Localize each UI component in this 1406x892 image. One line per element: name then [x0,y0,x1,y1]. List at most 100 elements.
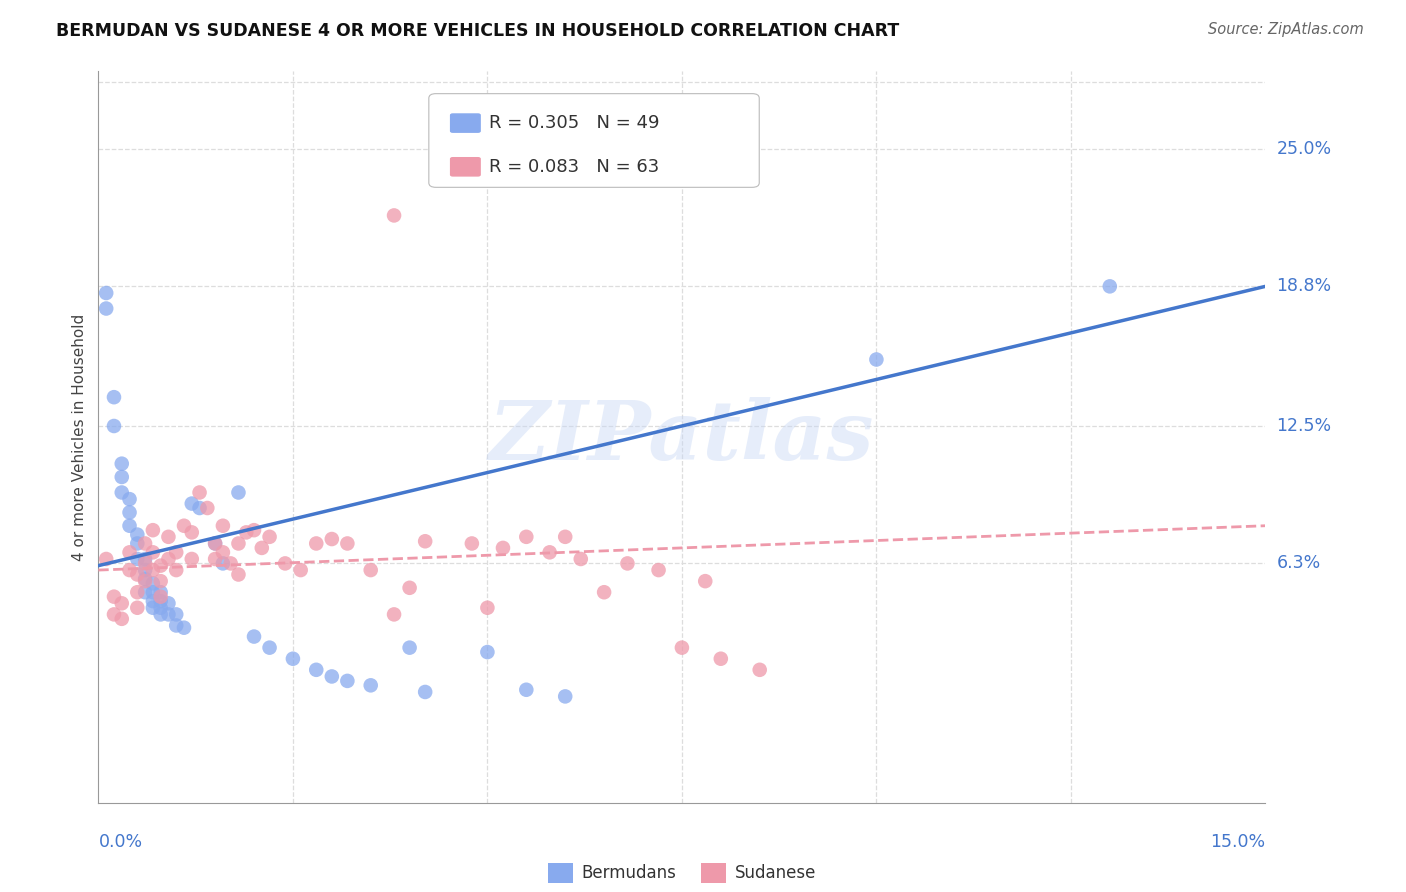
Point [647,563,669,577]
Point [382,209,405,223]
Point [180,497,202,511]
Point [165,545,187,559]
Point [103,419,125,434]
Point [290,563,312,577]
Point [212,518,235,533]
Point [103,590,125,604]
Point [865,352,887,367]
Point [134,557,156,571]
Point [554,690,576,704]
Point [142,545,165,559]
Text: R = 0.305   N = 49: R = 0.305 N = 49 [489,114,659,132]
Point [127,567,149,582]
Point [149,590,172,604]
Point [1098,279,1121,293]
Text: 25.0%: 25.0% [1277,140,1331,158]
Point [305,536,328,550]
Point [111,596,134,610]
Text: 0.0%: 0.0% [98,833,142,851]
Point [321,532,343,546]
Point [134,563,156,577]
Point [111,457,134,471]
Point [569,552,592,566]
Text: 6.3%: 6.3% [1277,555,1320,573]
Point [149,607,172,622]
Point [515,682,537,697]
Point [243,630,266,644]
Text: R = 0.083   N = 63: R = 0.083 N = 63 [489,158,659,176]
Point [710,651,733,665]
Point [127,600,149,615]
Point [111,485,134,500]
Point [616,557,638,571]
Point [165,618,187,632]
Point [134,574,156,589]
Point [461,536,484,550]
Text: BERMUDAN VS SUDANESE 4 OR MORE VEHICLES IN HOUSEHOLD CORRELATION CHART: BERMUDAN VS SUDANESE 4 OR MORE VEHICLES … [56,22,900,40]
Y-axis label: 4 or more Vehicles in Household: 4 or more Vehicles in Household [72,313,87,561]
Point [118,505,141,519]
Text: 15.0%: 15.0% [1211,833,1265,851]
Point [142,563,165,577]
Point [593,585,616,599]
Point [228,536,250,550]
Point [188,485,211,500]
Point [259,640,281,655]
Point [96,301,118,316]
Point [173,518,195,533]
Point [118,545,141,559]
Point [103,390,125,404]
Point [671,640,693,655]
Point [336,673,359,688]
Point [103,607,125,622]
Point [195,501,218,516]
Legend: Bermudans, Sudanese: Bermudans, Sudanese [541,856,823,889]
Point [134,585,156,599]
Point [134,536,156,550]
Point [219,557,242,571]
Point [321,669,343,683]
Point [695,574,717,589]
Point [274,557,297,571]
Point [492,541,515,555]
Point [157,596,180,610]
Point [243,523,266,537]
Point [180,525,202,540]
Point [149,594,172,608]
Point [398,581,420,595]
Point [134,552,156,566]
Point [142,523,165,537]
Point [228,567,250,582]
Point [188,501,211,516]
Point [165,563,187,577]
Point [382,607,405,622]
Point [360,563,382,577]
Point [235,525,257,540]
Point [149,558,172,573]
Point [149,585,172,599]
Point [554,530,576,544]
Point [127,552,149,566]
Text: ZIPatlas: ZIPatlas [489,397,875,477]
Point [228,485,250,500]
Point [281,651,304,665]
Text: Source: ZipAtlas.com: Source: ZipAtlas.com [1208,22,1364,37]
Point [336,536,359,550]
Point [142,594,165,608]
Point [538,545,561,559]
Point [157,530,180,544]
Point [111,470,134,484]
Point [204,552,226,566]
Point [142,585,165,599]
Point [118,492,141,507]
Point [360,678,382,692]
Point [477,645,499,659]
Text: 12.5%: 12.5% [1277,417,1331,435]
Point [118,518,141,533]
Point [149,574,172,589]
Point [305,663,328,677]
Point [134,572,156,586]
Point [142,600,165,615]
Point [118,563,141,577]
Point [398,640,420,655]
